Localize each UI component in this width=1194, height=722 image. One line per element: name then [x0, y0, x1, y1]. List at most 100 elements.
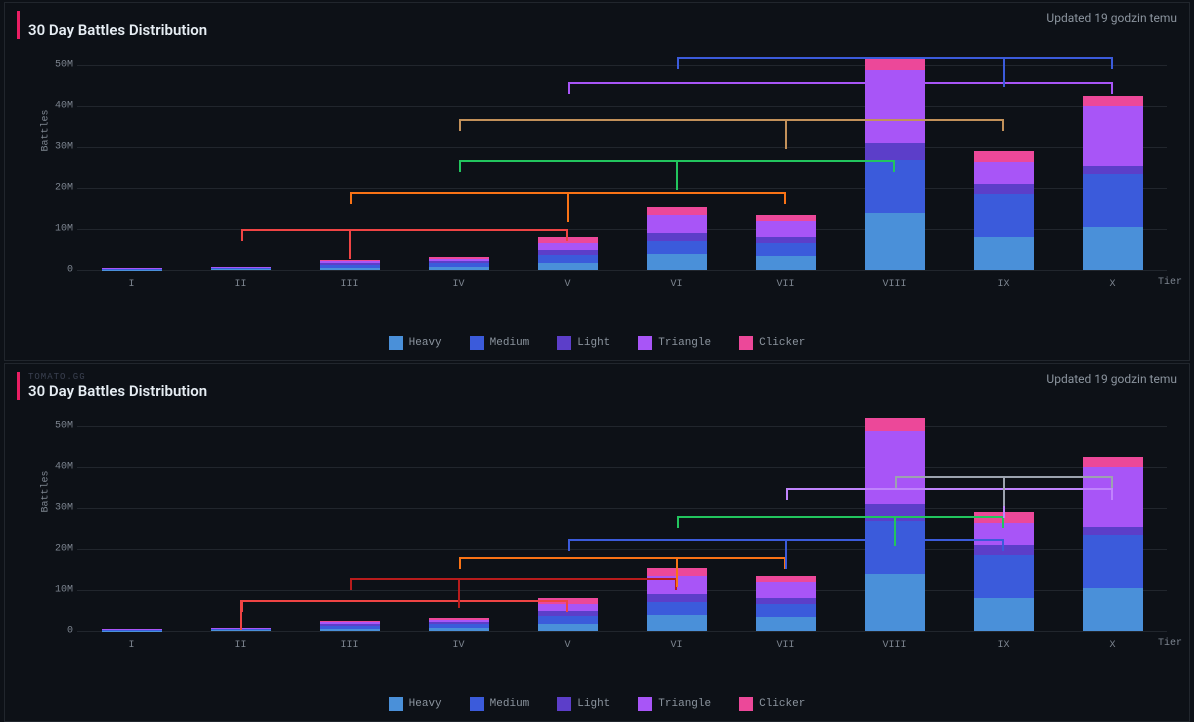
bar-segment-heavy	[756, 256, 816, 270]
legend-item-light[interactable]: Light	[557, 697, 610, 711]
x-tick-label: IX	[997, 279, 1009, 290]
bar-segment-light	[974, 184, 1034, 194]
legend-item-clicker[interactable]: Clicker	[739, 697, 805, 711]
legend-label: Triangle	[658, 337, 711, 349]
bar-segment-triangle	[647, 215, 707, 233]
bar-segment-medium	[429, 624, 489, 627]
x-tick-label: X	[1109, 279, 1115, 290]
legend-item-medium[interactable]: Medium	[470, 697, 530, 711]
bar-segment-clicker	[320, 260, 380, 261]
bar-segment-light	[320, 624, 380, 626]
x-tick-label: IX	[997, 640, 1009, 651]
bar-segment-heavy	[647, 615, 707, 631]
bar-segment-clicker	[320, 621, 380, 622]
range-bracket	[459, 119, 1004, 131]
legend-item-triangle[interactable]: Triangle	[638, 336, 711, 350]
y-tick-label: 50M	[47, 60, 73, 71]
x-tick-label: VIII	[882, 279, 906, 290]
bar-segment-light	[647, 594, 707, 602]
bar-segment-heavy	[320, 268, 380, 270]
legend-swatch	[470, 697, 484, 711]
gridline	[77, 467, 1167, 468]
bar-segment-heavy	[320, 629, 380, 631]
bar-segment-clicker	[974, 151, 1034, 161]
range-bracket	[568, 82, 1113, 94]
bar-segment-clicker	[429, 257, 489, 259]
chart-panel-2: TOMATO.GG 30 Day Battles Distribution Up…	[4, 363, 1190, 722]
x-tick-label: VII	[776, 279, 794, 290]
panel-updated: Updated 19 godzin temu	[1046, 372, 1177, 386]
x-axis-label: Tier	[1158, 638, 1182, 649]
legend-label: Medium	[490, 337, 530, 349]
bar-segment-medium	[1083, 535, 1143, 588]
legend-label: Triangle	[658, 698, 711, 710]
range-bracket-stem	[240, 600, 242, 630]
legend-item-clicker[interactable]: Clicker	[739, 336, 805, 350]
legend-swatch	[557, 697, 571, 711]
bar-segment-clicker	[429, 618, 489, 620]
panel-title: 30 Day Battles Distribution	[28, 382, 207, 400]
x-tick-label: V	[564, 279, 570, 290]
legend-item-heavy[interactable]: Heavy	[389, 697, 442, 711]
y-tick-label: 50M	[47, 421, 73, 432]
bar-segment-light	[320, 263, 380, 265]
bar-segment-medium	[1083, 174, 1143, 227]
range-bracket-stem	[894, 82, 896, 112]
bar-segment-triangle	[538, 243, 598, 250]
plot-2: 010M20M30M40M50MIIIIIIIVVVIVIIVIIIIXX	[77, 406, 1167, 631]
legend-swatch	[389, 697, 403, 711]
gridline	[77, 147, 1167, 148]
gridline	[77, 270, 1167, 271]
chart-area: Battles 010M20M30M40M50MIIIIIIIVVVIVIIVI…	[47, 406, 1177, 671]
bar-segment-medium	[756, 243, 816, 255]
x-tick-label: I	[128, 640, 134, 651]
legend-item-medium[interactable]: Medium	[470, 336, 530, 350]
range-bracket-stem	[785, 119, 787, 149]
x-tick-label: II	[234, 279, 246, 290]
x-tick-label: V	[564, 640, 570, 651]
bar-segment-light	[429, 622, 489, 624]
range-bracket-stem	[894, 516, 896, 546]
legend-item-triangle[interactable]: Triangle	[638, 697, 711, 711]
range-bracket	[677, 57, 1113, 69]
gridline	[77, 426, 1167, 427]
bar-segment-triangle	[974, 162, 1034, 185]
bar-segment-medium	[320, 626, 380, 628]
range-bracket	[241, 229, 568, 241]
panel-header: TOMATO.GG 30 Day Battles Distribution Up…	[17, 372, 1177, 400]
bar-segment-triangle	[756, 221, 816, 237]
plot-1: 010M20M30M40M50MIIIIIIIVVVIVIIVIIIIXX	[77, 45, 1167, 270]
legend-label: Medium	[490, 698, 530, 710]
legend-label: Heavy	[409, 698, 442, 710]
y-tick-label: 0	[47, 265, 73, 276]
range-bracket-stem	[676, 160, 678, 190]
bar-segment-medium	[320, 265, 380, 267]
range-bracket	[350, 578, 677, 590]
bar-segment-heavy	[1083, 227, 1143, 270]
bar-segment-heavy	[1083, 588, 1143, 631]
legend-swatch	[638, 336, 652, 350]
y-tick-label: 30M	[47, 142, 73, 153]
legend-item-heavy[interactable]: Heavy	[389, 336, 442, 350]
range-bracket-stem	[676, 557, 678, 587]
range-bracket-stem	[349, 229, 351, 259]
legend-swatch	[638, 697, 652, 711]
legend-label: Light	[577, 698, 610, 710]
x-tick-label: VIII	[882, 640, 906, 651]
y-tick-label: 40M	[47, 462, 73, 473]
bar-segment-medium	[647, 241, 707, 254]
bar-segment-triangle	[320, 622, 380, 624]
bar-segment-medium	[211, 268, 271, 269]
range-bracket-stem	[785, 539, 787, 569]
bar-segment-heavy	[538, 263, 598, 270]
legend-2: Heavy Medium Light Triangle Clicker	[17, 697, 1177, 711]
bar-segment-heavy	[429, 628, 489, 631]
gridline	[77, 106, 1167, 107]
bar-segment-light	[102, 629, 162, 630]
chart-area: Battles 010M20M30M40M50MIIIIIIIVVVIVIIVI…	[47, 45, 1177, 310]
legend-item-light[interactable]: Light	[557, 336, 610, 350]
legend-swatch	[739, 336, 753, 350]
panel-title: 30 Day Battles Distribution	[28, 21, 207, 39]
legend-label: Clicker	[759, 698, 805, 710]
x-tick-label: IV	[452, 279, 464, 290]
